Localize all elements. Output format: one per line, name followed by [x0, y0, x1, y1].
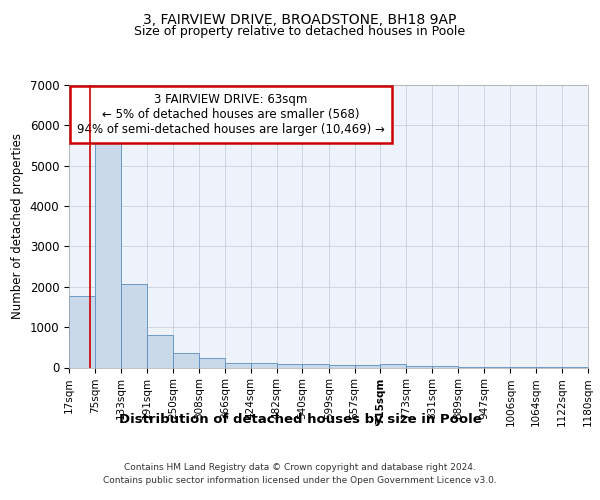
Bar — [511, 367, 536, 368]
Bar — [95, 134, 121, 368]
Text: Distribution of detached houses by size in Poole: Distribution of detached houses by size … — [119, 412, 481, 426]
Bar — [380, 364, 406, 368]
Bar — [329, 365, 355, 368]
Bar — [146, 335, 173, 368]
Y-axis label: Number of detached properties: Number of detached properties — [11, 133, 24, 320]
Text: 3, FAIRVIEW DRIVE, BROADSTONE, BH18 9AP: 3, FAIRVIEW DRIVE, BROADSTONE, BH18 9AP — [143, 12, 457, 26]
Bar — [199, 358, 225, 368]
Bar — [302, 364, 329, 368]
Text: Size of property relative to detached houses in Poole: Size of property relative to detached ho… — [134, 25, 466, 38]
Bar — [484, 367, 511, 368]
Bar — [277, 364, 302, 368]
Bar — [406, 366, 432, 368]
Bar — [251, 364, 277, 368]
Bar — [173, 352, 199, 368]
Bar — [225, 362, 251, 368]
Text: Contains public sector information licensed under the Open Government Licence v3: Contains public sector information licen… — [103, 476, 497, 485]
Text: 3 FAIRVIEW DRIVE: 63sqm
← 5% of detached houses are smaller (568)
94% of semi-de: 3 FAIRVIEW DRIVE: 63sqm ← 5% of detached… — [77, 93, 385, 136]
Bar — [432, 366, 458, 368]
Text: Contains HM Land Registry data © Crown copyright and database right 2024.: Contains HM Land Registry data © Crown c… — [124, 462, 476, 471]
Bar — [458, 366, 484, 368]
Bar — [69, 296, 95, 368]
Bar — [121, 284, 146, 368]
Bar — [355, 366, 380, 368]
